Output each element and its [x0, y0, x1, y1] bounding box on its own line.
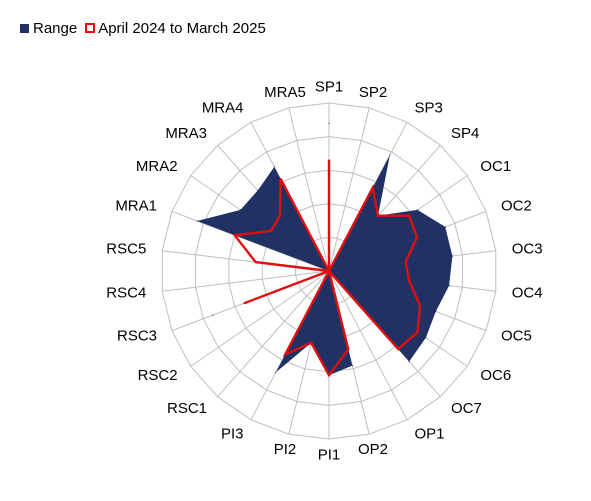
range-point-SP3	[389, 154, 391, 156]
category-label-OC2: OC2	[501, 197, 532, 214]
category-label-OP2: OP2	[358, 441, 388, 458]
range-point-MRA4	[273, 166, 275, 168]
range-point-MRA2	[239, 209, 242, 211]
spoke-RSC4	[162, 270, 330, 292]
legend-label-range: Range	[33, 19, 78, 37]
category-label-RSC3: RSC3	[117, 328, 157, 345]
spoke-RSC1	[217, 270, 330, 398]
range-point-OC1	[416, 209, 419, 211]
category-label-SP2: SP2	[359, 84, 387, 101]
category-label-RSC5: RSC5	[106, 240, 146, 257]
period-point-MRA5	[328, 270, 330, 272]
range-point-OC5	[435, 310, 437, 313]
category-label-OC6: OC6	[480, 367, 511, 384]
category-label-OC7: OC7	[451, 400, 482, 417]
range-point-OP2	[351, 365, 353, 367]
legend-item-period: April 2024 to March 2025	[85, 20, 266, 37]
period-point-PI1	[328, 374, 330, 377]
category-label-PI2: PI2	[274, 441, 297, 458]
period-point-MRA3	[279, 214, 281, 217]
series-period-line	[232, 160, 422, 378]
range-point-MRA3	[257, 189, 259, 192]
spoke-RSC2	[190, 270, 330, 367]
range-point-OC3	[451, 255, 453, 257]
chart-legend: Range April 2024 to March 2025	[20, 17, 274, 39]
category-label-MRA5: MRA5	[264, 84, 306, 101]
range-point-OC7	[408, 360, 410, 363]
period-point-OC6	[416, 331, 419, 333]
category-label-SP1: SP1	[315, 79, 343, 96]
category-label-MRA3: MRA3	[165, 125, 207, 142]
period-point-OP2	[347, 348, 350, 351]
series-range-area	[197, 123, 453, 376]
period-point-OC5	[419, 304, 421, 307]
legend-item-range: Range	[20, 20, 77, 37]
legend-swatch-range	[20, 23, 29, 33]
category-label-MRA4: MRA4	[202, 100, 244, 117]
category-label-OC4: OC4	[512, 285, 543, 302]
category-label-MRA1: MRA1	[115, 197, 157, 214]
period-point-SP3	[371, 186, 374, 189]
category-label-SP4: SP4	[451, 125, 479, 142]
category-label-RSC1: RSC1	[167, 400, 207, 417]
period-point-OC3	[404, 260, 407, 263]
category-label-OC5: OC5	[501, 328, 532, 345]
range-point-RSC3	[212, 314, 214, 316]
period-point-MRA4	[279, 178, 282, 180]
category-label-PI1: PI1	[318, 447, 341, 464]
period-point-SP1	[328, 159, 330, 161]
period-point-OC1	[408, 214, 411, 217]
spoke-SP2	[328, 107, 370, 272]
period-point-OC4	[408, 279, 410, 282]
period-point-OC2	[416, 236, 418, 239]
period-point-SP4	[377, 214, 379, 217]
spoke-OP1	[328, 270, 408, 421]
period-point-PI2	[310, 342, 313, 344]
category-label-SP3: SP3	[415, 100, 443, 117]
range-point-OC4	[448, 285, 450, 287]
range-point-OC6	[425, 337, 427, 339]
period-point-PI3	[284, 353, 287, 356]
period-point-MRA2	[270, 230, 272, 232]
period-point-RSC5	[254, 261, 257, 263]
spoke-MRA5	[288, 107, 330, 272]
legend-swatch-period	[85, 23, 96, 33]
period-point-RSC3	[243, 302, 245, 305]
range-point-PI3	[275, 371, 277, 373]
category-label-MRA2: MRA2	[136, 158, 178, 175]
legend-label-period: April 2024 to March 2025	[98, 19, 266, 37]
period-point-OC7	[397, 348, 399, 350]
category-label-RSC4: RSC4	[106, 285, 146, 302]
category-label-PI3: PI3	[221, 425, 244, 442]
category-label-OP1: OP1	[415, 425, 445, 442]
category-label-RSC2: RSC2	[138, 367, 178, 384]
range-point-SP1	[328, 122, 330, 124]
category-label-OC1: OC1	[480, 158, 511, 175]
range-point-OC2	[444, 226, 446, 228]
category-label-OC3: OC3	[512, 240, 543, 257]
range-point-MRA1	[196, 220, 198, 222]
period-point-MRA1	[234, 234, 236, 237]
